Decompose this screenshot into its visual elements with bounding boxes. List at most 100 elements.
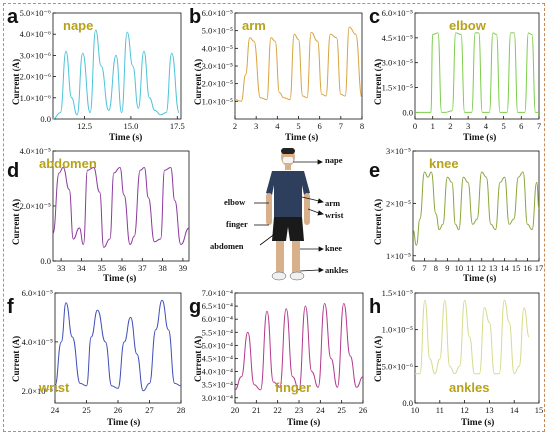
panel-title: abdomen — [39, 156, 97, 171]
x-axis-label: Time (s) — [463, 133, 497, 143]
panel-title: elbow — [449, 18, 486, 33]
x-tick-label: 17 — [535, 263, 544, 273]
x-tick-label: 0 — [413, 121, 417, 131]
y-tick-label: 1.0×10⁻⁵ — [202, 96, 233, 106]
mask — [283, 157, 293, 163]
y-axis-label: Current (A) — [373, 198, 383, 245]
x-tick-label: 38 — [158, 263, 167, 273]
panel-ankles: 10 11 12 13 14 15 0.0 5.0×10⁻⁶ 1.0×10⁻⁵ 1.5×10⁻⁵ … — [367, 287, 545, 432]
chart-wrist: 24 25 26 27 28 2.0×10⁻⁵ 4.0×10⁻⁵ 6.0×10⁻⁵ — [22, 288, 186, 415]
panel-title: arm — [242, 18, 266, 33]
panel-label: f — [7, 296, 14, 318]
y-tick-label: 0.0 — [402, 398, 413, 408]
x-tick-label: 24 — [316, 405, 325, 415]
x-tick-label: 14 — [510, 405, 519, 415]
x-tick-label: 36 — [118, 263, 127, 273]
x-tick-label: 7 — [422, 263, 426, 273]
left-arm — [266, 193, 272, 225]
y-tick-label: 6.0×10⁻⁵ — [202, 8, 233, 18]
panel-title: knee — [429, 156, 459, 171]
x-tick-label: 7 — [339, 121, 343, 131]
x-tick-label: 34 — [77, 263, 86, 273]
x-tick-label: 13 — [485, 405, 494, 415]
panel-label: c — [369, 6, 381, 28]
y-tick-label: 5.0×10⁻⁶ — [382, 361, 413, 371]
x-tick-label: 12 — [460, 405, 469, 415]
panel-wrist: 24 25 26 27 28 2.0×10⁻⁵ 4.0×10⁻⁵ 6.0×10⁻⁵ f wri… — [5, 287, 187, 432]
plot-area — [414, 292, 540, 404]
x-tick-label: 12 — [477, 263, 486, 273]
label-arm: arm — [325, 198, 341, 208]
shirt — [266, 171, 310, 217]
panel-title: nape — [63, 18, 94, 33]
y-tick-label: 6.0×10⁻⁴ — [202, 314, 233, 324]
y-tick-label: 2.0×10⁻⁵ — [20, 201, 51, 211]
x-tick-label: 8 — [434, 263, 438, 273]
y-tick-label: 6.0×10⁻⁵ — [22, 288, 53, 298]
panel-arm: 2 3 4 5 6 7 8 1.0×10⁻⁵ 2.0×10⁻⁵ 3.0×10⁻⁵ 4.0×10⁻⁵ 5… — [187, 5, 367, 143]
y-tick-label: 0.0 — [402, 107, 413, 117]
y-axis-label: Current (A) — [11, 58, 21, 105]
y-tick-label: 2.0×10⁻⁵ — [202, 79, 233, 89]
x-tick-label: 15 — [512, 263, 521, 273]
panel-label: e — [369, 160, 381, 182]
y-tick-label: 4.5×10⁻⁵ — [382, 33, 413, 43]
plot-area — [52, 12, 182, 120]
x-axis-label: Time (s) — [287, 418, 321, 428]
chart-abdomen: 33 34 35 36 37 38 39 0.0 2.0×10⁻⁵ 4.0×10⁻⁵ — [20, 146, 190, 273]
label-abdomen: abdomen — [210, 241, 244, 251]
y-tick-label: 0.0 — [40, 114, 51, 124]
y-tick-label: 1×10⁻⁵ — [386, 251, 411, 261]
label-nape: nape — [325, 155, 343, 165]
x-tick-label: 4 — [275, 121, 280, 131]
panel-elbow: 0 1 2 3 4 5 6 7 0.0 1.5×10⁻⁵ 3.0×10⁻⁵ 4.5×10⁻⁵ 6.0×1… — [367, 5, 545, 143]
x-axis-label: Time (s) — [461, 418, 495, 428]
left-leg — [276, 241, 284, 273]
x-tick-label: 1 — [431, 121, 435, 131]
x-tick-label: 23 — [295, 405, 304, 415]
y-tick-label: 3.0×10⁻⁴ — [202, 393, 233, 403]
x-tick-label: 10 — [455, 263, 464, 273]
x-tick-label: 6 — [519, 121, 523, 131]
x-tick-label: 27 — [145, 405, 154, 415]
panel-title: wrist — [39, 380, 70, 395]
y-tick-label: 3.5×10⁻⁴ — [202, 380, 233, 390]
x-axis-label: Time (s) — [109, 133, 143, 143]
y-tick-label: 5.0×10⁻⁴ — [202, 340, 233, 350]
x-tick-label: 21 — [252, 405, 261, 415]
plot-area — [54, 292, 182, 404]
y-tick-label: 4.5×10⁻⁴ — [202, 353, 233, 363]
label-wrist: wrist — [325, 210, 344, 220]
person-illustration — [254, 148, 324, 281]
x-tick-label: 6 — [411, 263, 415, 273]
series-line-ankles — [415, 299, 530, 375]
x-tick-label: 33 — [57, 263, 66, 273]
y-tick-label: 4.0×10⁻⁴ — [202, 367, 233, 377]
label-elbow: elbow — [224, 197, 246, 207]
y-tick-label: 2×10⁻⁵ — [386, 198, 411, 208]
y-axis-label: Current (A) — [11, 335, 21, 382]
panel-label: h — [369, 296, 382, 318]
x-tick-label: 25 — [82, 405, 91, 415]
series-line-wrist — [54, 299, 182, 392]
y-tick-label: 4.0×10⁻⁵ — [202, 43, 233, 53]
y-tick-label: 5.5×10⁻⁴ — [202, 327, 233, 337]
x-tick-label: 17.5 — [170, 121, 185, 131]
label-knee: knee — [325, 243, 342, 253]
series-line-finger — [234, 302, 364, 391]
y-tick-label: 3.0×10⁻⁵ — [202, 61, 233, 71]
x-tick-label: 11 — [466, 263, 474, 273]
x-tick-label: 12.5 — [77, 121, 92, 131]
x-tick-label: 25 — [337, 405, 346, 415]
y-tick-label: 3.0×10⁻⁶ — [20, 50, 51, 60]
right-leg — [292, 241, 300, 273]
panel-label: a — [7, 6, 19, 28]
x-tick-label: 6 — [318, 121, 322, 131]
y-tick-label: 4.0×10⁻⁵ — [20, 146, 51, 156]
y-tick-label: 7.0×10⁻⁴ — [202, 288, 233, 298]
panel-knee: 6 7 8 9 10 11 12 13 14 15 16 17 1×10⁻⁵ 2×10⁻⁵ 3×10⁻⁵ e… — [367, 145, 545, 285]
x-tick-label: 15.0 — [123, 121, 138, 131]
plot-area — [412, 150, 540, 262]
y-tick-label: 6.5×10⁻⁴ — [202, 301, 233, 311]
y-tick-label: 4.0×10⁻⁶ — [20, 29, 51, 39]
